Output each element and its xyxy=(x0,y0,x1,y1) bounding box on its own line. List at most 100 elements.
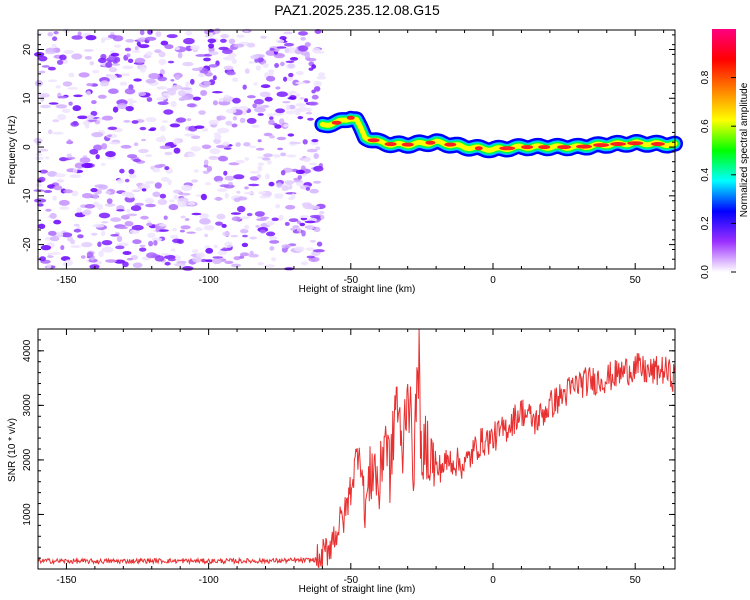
spectrogram-noise-cell xyxy=(87,119,97,123)
spectrogram-noise-cell xyxy=(309,214,321,218)
spectrogram-noise-cell xyxy=(52,36,58,41)
spectrogram-noise-cell xyxy=(290,227,296,231)
spectrogram-noise-cell xyxy=(62,81,73,87)
spectrogram-noise-cell xyxy=(172,139,180,146)
spectrogram-noise-cell xyxy=(183,37,195,45)
spectrogram-noise-cell xyxy=(288,196,294,201)
spectrogram-noise-cell xyxy=(121,192,129,197)
spectrogram-noise-cell xyxy=(152,167,161,173)
spectrogram-noise-cell xyxy=(122,65,134,70)
ridge-peak xyxy=(499,146,516,151)
spectrogram-noise-cell xyxy=(47,79,58,83)
spectrogram-noise-cell xyxy=(204,233,209,238)
spectrogram-noise-cell xyxy=(224,260,234,264)
spectrogram-noise-cell xyxy=(55,85,61,89)
spectrogram-noise-cell xyxy=(116,74,122,78)
spectrogram-noise-cell xyxy=(154,164,164,169)
spectrogram-noise-cell xyxy=(205,247,214,254)
spectrogram-xtick-label: -100 xyxy=(199,275,219,286)
spectrogram-noise-cell xyxy=(244,224,250,231)
spectrogram-noise-cell xyxy=(295,169,305,175)
ridge-peak xyxy=(538,145,551,150)
spectrogram-noise-cell xyxy=(308,205,320,210)
spectrogram-noise-cell xyxy=(108,88,119,94)
ridge-peak xyxy=(610,142,627,146)
spectrogram-noise-cell xyxy=(144,36,157,41)
spectrogram-ylabel: Frequency (Hz) xyxy=(7,116,18,185)
spectrogram-noise-cell xyxy=(190,135,201,139)
spectrogram-xlabel: Height of straight line (km) xyxy=(299,284,416,295)
spectrogram-noise-cell xyxy=(264,173,270,180)
spectrogram-noise-cell xyxy=(249,170,260,174)
spectrogram-noise-cell xyxy=(226,71,236,76)
spectrogram-noise-cell xyxy=(124,47,132,52)
spectrogram-noise-cell xyxy=(100,80,110,87)
spectrogram-noise-cell xyxy=(55,231,64,238)
spectrogram-noise-cell xyxy=(71,53,83,60)
ridge-peak xyxy=(444,142,457,147)
spectrogram-noise-cell xyxy=(117,103,128,110)
spectrogram-noise-cell xyxy=(77,115,88,120)
spectrogram-noise-cell xyxy=(224,241,233,248)
spectrogram-noise-cell xyxy=(35,153,43,156)
spectrogram-noise-cell xyxy=(208,32,214,38)
spectrogram-noise-cell xyxy=(132,50,141,53)
spectrogram-noise-cell xyxy=(47,129,53,135)
spectrogram-noise-cell xyxy=(279,36,287,40)
spectrogram-noise-cell xyxy=(219,184,229,188)
spectrogram-noise-cell xyxy=(259,195,271,199)
spectrogram-noise-cell xyxy=(288,90,297,94)
spectrogram-noise-cell xyxy=(149,127,157,131)
spectrogram-noise-cell xyxy=(231,58,237,64)
spectrogram-noise-cell xyxy=(104,203,116,207)
spectrogram-noise-cell xyxy=(57,95,68,99)
snr-series-line xyxy=(37,329,676,569)
spectrogram-noise-cell xyxy=(89,149,99,155)
snr-panel: -150 -100 -50 0 50 1000 2000 3000 4000 Height of… xyxy=(7,328,676,595)
spectrogram-noise-cell xyxy=(244,191,255,195)
spectrogram-noise-cell xyxy=(256,174,262,179)
spectrogram-noise-cell xyxy=(92,223,105,228)
spectrogram-noise-cell xyxy=(112,63,120,66)
spectrogram-noise-cell xyxy=(112,106,119,113)
ridge-peak xyxy=(367,138,380,143)
spectrogram-noise-cell xyxy=(91,132,104,138)
spectrogram-noise-cell xyxy=(174,46,181,51)
spectrogram-noise-cell xyxy=(217,127,230,134)
spectrogram-noise-cell xyxy=(98,212,111,219)
spectrogram-noise-cell xyxy=(156,97,167,101)
spectrogram-noise-cell xyxy=(185,30,193,36)
spectrogram-noise-cell xyxy=(213,138,222,144)
spectrogram-noise-cell xyxy=(81,193,94,199)
spectrogram-noise-cell xyxy=(71,190,79,197)
spectrogram-noise-cell xyxy=(203,159,209,166)
spectrogram-noise-cell xyxy=(277,147,284,151)
spectrogram-noise-cell xyxy=(212,91,223,94)
spectrogram-noise-cell xyxy=(224,175,235,181)
spectrogram-noise-cell xyxy=(39,169,48,174)
spectrogram-noise-cell xyxy=(131,189,141,193)
spectrogram-noise-cell xyxy=(129,229,138,234)
spectrogram-noise-cell xyxy=(171,248,176,252)
spectrogram-noise-cell xyxy=(98,250,104,257)
spectrogram-noise-cell xyxy=(255,225,260,228)
spectrogram-noise-cell xyxy=(186,231,196,234)
spectrogram-noise-cell xyxy=(192,249,199,254)
spectrogram-noise-cell xyxy=(177,90,187,97)
spectrogram-noise-cell xyxy=(79,157,91,164)
spectrogram-noise-cell xyxy=(216,213,226,220)
spectrogram-noise-cell xyxy=(163,109,174,115)
spectrogram-noise-cell xyxy=(146,252,158,259)
spectrogram-noise-cell xyxy=(191,212,202,216)
spectrogram-noise-cell xyxy=(164,261,171,266)
spectrogram-noise-cell xyxy=(119,81,128,86)
spectrogram-noise-cell xyxy=(101,115,114,121)
spectrogram-noise-cell xyxy=(246,117,257,124)
spectrogram-noise-cell xyxy=(244,157,250,161)
spectrogram-noise-cell xyxy=(288,72,294,78)
spectrogram-noise-cell xyxy=(285,205,296,210)
spectrogram-noise-cell xyxy=(284,180,295,185)
spectrogram-noise-cell xyxy=(125,39,135,43)
spectrogram-noise-cell xyxy=(253,98,264,105)
spectrogram-noise-cell xyxy=(213,175,224,182)
